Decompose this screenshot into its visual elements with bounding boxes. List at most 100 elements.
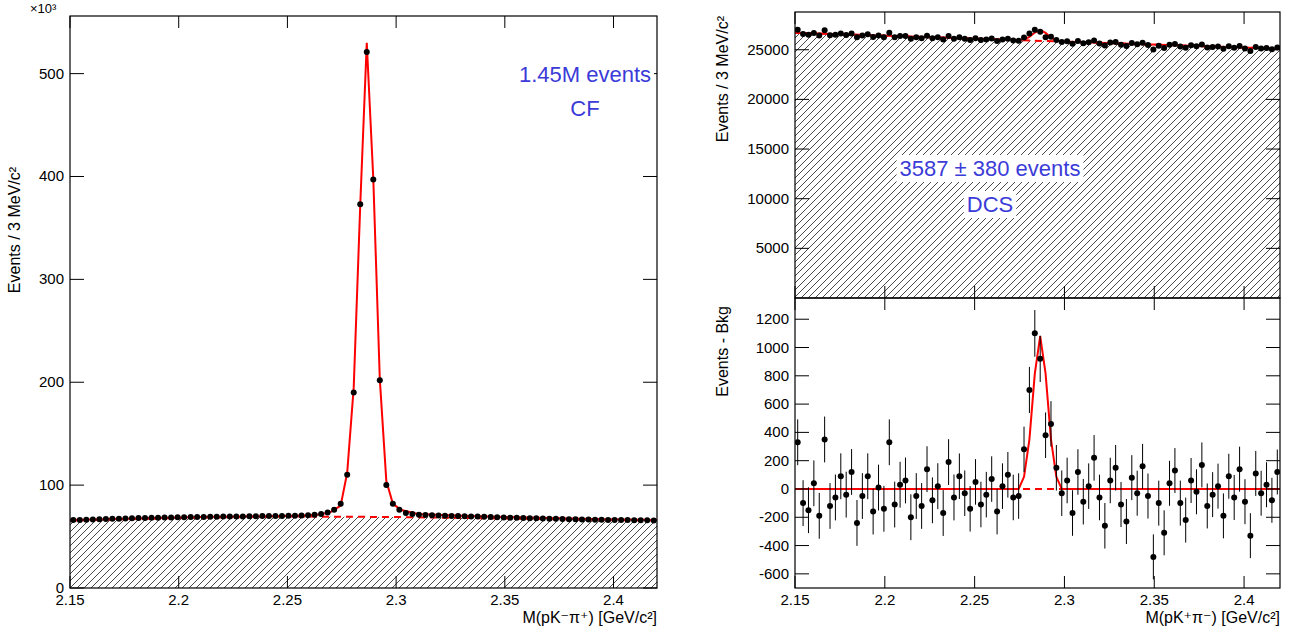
- data-point: [1167, 42, 1173, 48]
- data-point: [1026, 387, 1032, 393]
- annotations: 1.45M eventsCF: [516, 61, 654, 122]
- data-point: [266, 513, 272, 519]
- data-point: [292, 513, 298, 519]
- x-tick: [504, 576, 505, 588]
- data-point: [1188, 477, 1194, 483]
- data-point: [116, 516, 122, 522]
- x-tick: [396, 16, 397, 28]
- y-tick-label: 200: [764, 452, 789, 469]
- data-point: [599, 517, 605, 523]
- data-point: [122, 515, 128, 521]
- figure: 2.152.22.252.32.352.40100200300400500M(p…: [0, 0, 1293, 629]
- data-point: [832, 32, 838, 38]
- y-tick-label: 200: [39, 373, 64, 390]
- data-point: [155, 515, 161, 521]
- data-point: [220, 514, 226, 520]
- y-tick-label: 400: [764, 423, 789, 440]
- data-point: [1140, 40, 1146, 46]
- y-tick: [1266, 404, 1280, 405]
- data-point: [1172, 468, 1178, 474]
- data-point: [886, 439, 892, 445]
- data-point: [520, 515, 526, 521]
- x-tick: [1064, 576, 1065, 588]
- y-tick: [70, 382, 84, 383]
- data-point: [475, 514, 481, 520]
- data-point: [1037, 29, 1043, 35]
- data-point: [962, 490, 968, 496]
- data-point: [913, 34, 919, 40]
- x-tick: [70, 576, 71, 588]
- data-point: [1237, 466, 1243, 472]
- data-point: [956, 34, 962, 40]
- data-point: [481, 514, 487, 520]
- x-tick-label: 2.4: [603, 591, 624, 608]
- data-point: [1215, 483, 1221, 489]
- data-point: [586, 517, 592, 523]
- y-tick-label: 1200: [756, 310, 789, 327]
- data-point: [409, 511, 415, 517]
- data-point: [962, 36, 968, 42]
- y-tick-label: -600: [759, 565, 789, 582]
- x-tick-label: 2.4: [1234, 591, 1255, 608]
- x-tick-label: 2.2: [168, 591, 189, 608]
- data-point: [631, 517, 637, 523]
- data-point: [1107, 40, 1113, 46]
- data-point: [929, 35, 935, 41]
- y-tick-label: 10000: [747, 190, 789, 207]
- data-point: [527, 515, 533, 521]
- y-tick-label: 15000: [747, 140, 789, 157]
- x-tick: [1154, 298, 1155, 310]
- plot-frame: [70, 16, 657, 588]
- data-point: [1043, 432, 1049, 438]
- data-point: [870, 509, 876, 515]
- data-point: [1113, 39, 1119, 45]
- data-point: [1247, 533, 1253, 539]
- data-point: [1258, 490, 1264, 496]
- y-tick-label: 600: [764, 395, 789, 412]
- x-tick-label: 2.35: [490, 591, 519, 608]
- data-point: [1053, 37, 1059, 43]
- data-point: [946, 33, 952, 39]
- data-point: [1167, 480, 1173, 486]
- data-point: [973, 35, 979, 41]
- data-point: [838, 30, 844, 36]
- y-tick-label: -400: [759, 537, 789, 554]
- data-point: [967, 506, 973, 512]
- data-point: [811, 30, 817, 36]
- data-point: [1053, 465, 1059, 471]
- y-tick: [795, 375, 809, 376]
- x-tick-label: 2.3: [1054, 591, 1075, 608]
- data-point: [919, 503, 925, 509]
- plot-area: [795, 310, 1280, 579]
- data-point: [612, 517, 618, 523]
- x-tick-label: 2.15: [780, 591, 809, 608]
- data-point: [488, 514, 494, 520]
- data-point: [1070, 510, 1076, 516]
- data-point: [967, 37, 973, 43]
- data-point: [188, 514, 194, 520]
- data-point: [1118, 42, 1124, 48]
- data-point: [805, 32, 811, 38]
- data-point: [1064, 477, 1070, 483]
- data-point: [994, 38, 1000, 44]
- data-point: [357, 201, 363, 207]
- data-point: [162, 515, 168, 521]
- data-point: [181, 514, 187, 520]
- panel: 2.152.22.252.32.352.4-600-400-2000200400…: [714, 298, 1280, 626]
- data-point: [973, 479, 979, 485]
- data-point: [1215, 44, 1221, 50]
- data-point: [978, 37, 984, 43]
- data-point: [795, 27, 801, 33]
- data-point: [1080, 499, 1086, 505]
- data-point: [1043, 34, 1049, 40]
- data-point: [90, 516, 96, 522]
- y-tick: [1266, 149, 1280, 150]
- y-tick-label: 100: [39, 476, 64, 493]
- data-point: [1177, 500, 1183, 506]
- data-point: [246, 513, 252, 519]
- data-point: [507, 515, 513, 521]
- data-point: [859, 493, 865, 499]
- annotation: DCS: [967, 192, 1013, 217]
- data-point: [865, 473, 871, 479]
- x-tick: [1244, 298, 1245, 310]
